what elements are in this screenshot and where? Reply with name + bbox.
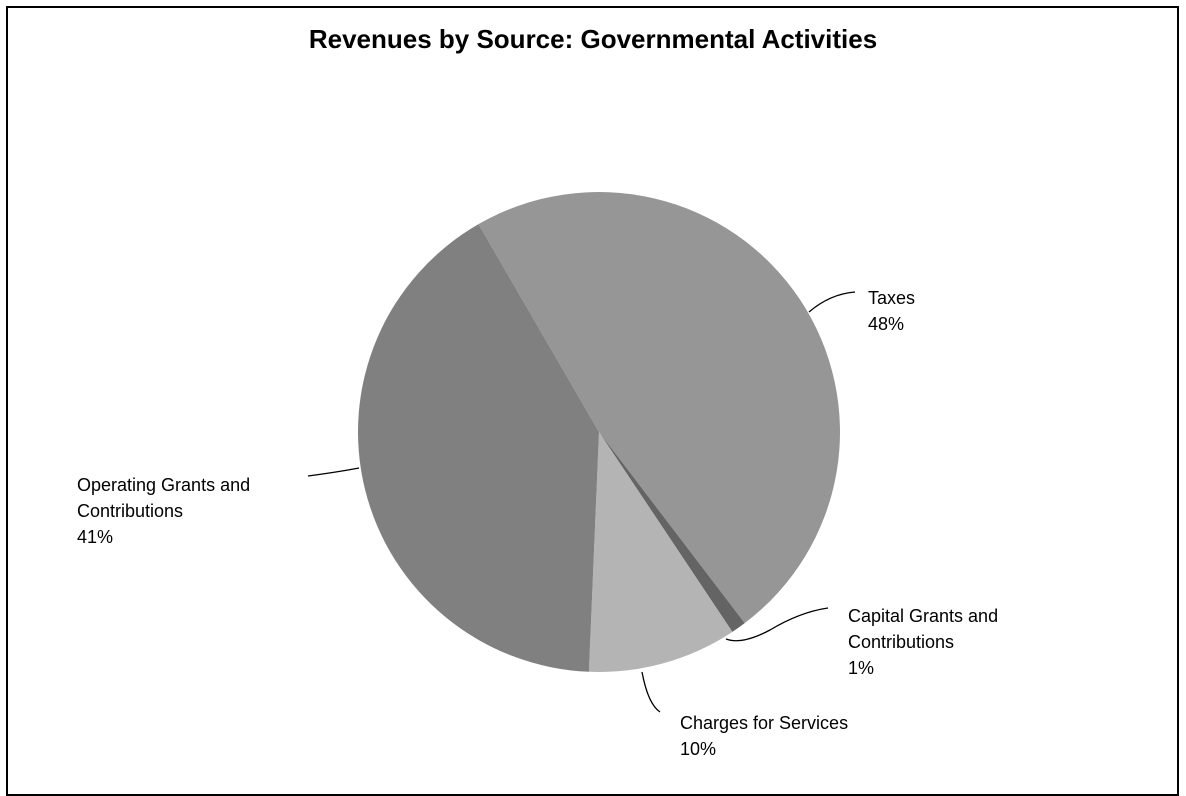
data-label-capital-grants-and-contributions: Capital Grants and Contributions 1% bbox=[848, 606, 998, 678]
pie-slice-operating-grants-and-contributions bbox=[357, 224, 599, 672]
leader-line-charges-for-services bbox=[641, 671, 661, 713]
pie-slice-capital-grants-and-contributions bbox=[599, 432, 745, 632]
data-label-operating-grants-and-contributions: Operating Grants and Contributions 41% bbox=[77, 475, 250, 547]
pie-slice-charges-for-services bbox=[588, 432, 733, 672]
leader-line-operating-grants-and-contributions bbox=[307, 467, 360, 477]
pie-slice-taxes bbox=[478, 191, 841, 624]
data-label-charges-for-services: Charges for Services 10% bbox=[680, 713, 848, 759]
data-label-taxes: Taxes 48% bbox=[868, 288, 915, 334]
leader-line-taxes bbox=[808, 291, 856, 313]
leader-line-capital-grants-and-contributions bbox=[725, 607, 829, 642]
chart-title: Revenues by Source: Governmental Activit… bbox=[308, 24, 878, 54]
